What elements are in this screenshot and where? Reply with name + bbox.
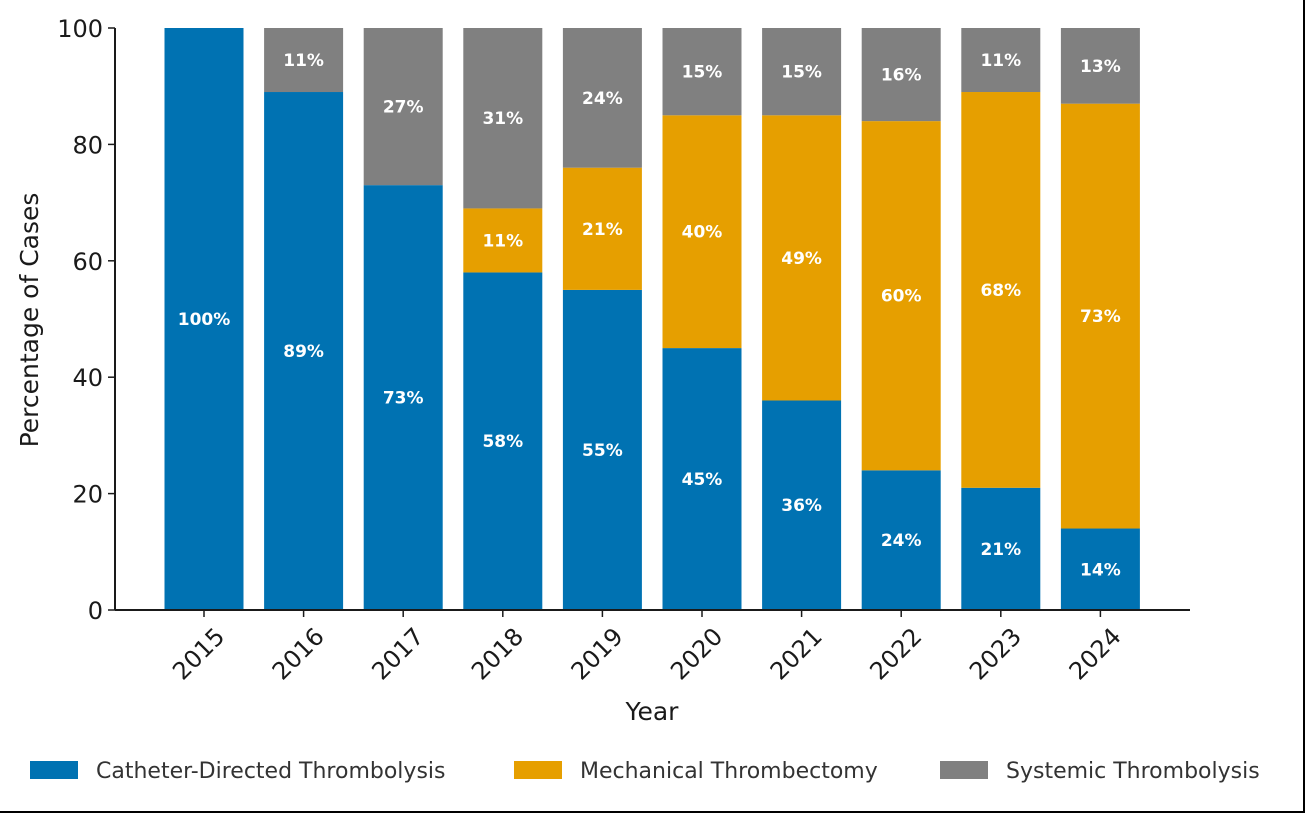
bar-2021-series-1 [762,115,842,401]
bar-2020-series-0 [662,348,742,610]
bar-label-2020-series-1: 40% [682,223,723,243]
bar-2022-series-0 [861,470,941,610]
bar-2016-series-2 [264,28,344,93]
bar-2020-series-1 [662,115,742,349]
bar-2017-series-2 [363,28,443,186]
bar-label-2018-series-2: 31% [482,109,523,129]
legend-swatch-1 [514,761,562,779]
bar-label-2023-series-1: 68% [980,281,1021,301]
bar-2017-series-0 [363,185,443,610]
y-tick-label-80: 80 [72,131,103,159]
x-tick-label-2024: 2024 [1064,622,1127,685]
bar-label-2024-series-0: 14% [1080,560,1121,580]
x-tick-label-2015: 2015 [167,622,230,685]
bar-2024-series-2 [1060,28,1140,104]
bar-2020-series-2 [662,28,742,116]
legend-label-2: Systemic Thrombolysis [1006,759,1260,784]
x-tick-label-2023: 2023 [964,622,1027,685]
bar-2023-series-0 [961,487,1041,610]
bar-label-2016-series-2: 11% [283,51,324,71]
y-tick-label-100: 100 [57,15,103,43]
bar-label-2017-series-2: 27% [383,98,424,118]
bar-label-2015-series-0: 100% [178,310,231,330]
bar-2019-series-1 [562,167,642,290]
bars-layer [164,28,1140,610]
bar-label-2021-series-2: 15% [781,63,822,83]
bar-label-2016-series-0: 89% [283,342,324,362]
x-tick-label-2020: 2020 [665,622,728,685]
bar-label-2023-series-2: 11% [980,51,1021,71]
x-tick-label-2022: 2022 [864,622,927,685]
legend-swatch-2 [940,761,988,779]
legend-swatch-0 [30,761,78,779]
x-tick-label-2018: 2018 [466,622,529,685]
bar-2019-series-0 [562,289,642,610]
bar-2022-series-2 [861,28,941,122]
bar-label-2019-series-2: 24% [582,89,623,109]
y-axis-title: Percentage of Cases [15,193,44,448]
bar-label-2023-series-0: 21% [980,540,1021,560]
bar-2023-series-2 [961,28,1041,93]
bar-label-2018-series-0: 58% [482,432,523,452]
bar-label-2024-series-2: 13% [1080,57,1121,77]
bar-2018-series-0 [463,272,543,610]
x-tick-label-2019: 2019 [566,622,629,685]
x-tick-label-2016: 2016 [267,622,330,685]
bar-2015-series-0 [164,28,244,610]
bar-label-2020-series-2: 15% [682,63,723,83]
legend: Catheter-Directed Thrombolysis Mechanical… [30,759,1260,784]
bar-2019-series-2 [562,28,642,168]
bar-label-2022-series-0: 24% [881,531,922,551]
bar-2021-series-0 [762,400,842,610]
bar-label-2024-series-1: 73% [1080,307,1121,327]
x-tick-label-2021: 2021 [765,622,828,685]
bar-label-2022-series-2: 16% [881,66,922,86]
bar-2016-series-0 [264,92,344,610]
y-tick-label-40: 40 [72,364,103,392]
bar-2018-series-1 [463,208,543,273]
legend-label-1: Mechanical Thrombectomy [580,759,878,784]
bar-2022-series-1 [861,121,941,471]
y-tick-label-0: 0 [88,597,103,625]
bar-2024-series-1 [1060,103,1140,529]
bar-label-2021-series-1: 49% [781,249,822,269]
bar-2021-series-2 [762,28,842,116]
legend-label-0: Catheter-Directed Thrombolysis [96,759,445,784]
bar-2024-series-0 [1060,528,1140,610]
bar-2018-series-2 [463,28,543,209]
bar-label-2018-series-1: 11% [482,231,523,251]
bar-2023-series-1 [961,92,1041,488]
bar-label-2019-series-0: 55% [582,441,623,461]
bar-labels-layer: 100% 89% 11% 73% 27% 58% 11% 31% 55% 21% 24% 45% 40%… [178,51,1121,580]
bar-label-2021-series-0: 36% [781,496,822,516]
y-tick-label-60: 60 [72,248,103,276]
y-tick-label-20: 20 [72,481,103,509]
x-axis-title: Year [625,697,680,726]
x-tick-label-2017: 2017 [366,622,429,685]
bar-label-2022-series-1: 60% [881,287,922,307]
bar-label-2019-series-1: 21% [582,220,623,240]
bar-label-2020-series-0: 45% [682,470,723,490]
bar-label-2017-series-0: 73% [383,389,424,409]
